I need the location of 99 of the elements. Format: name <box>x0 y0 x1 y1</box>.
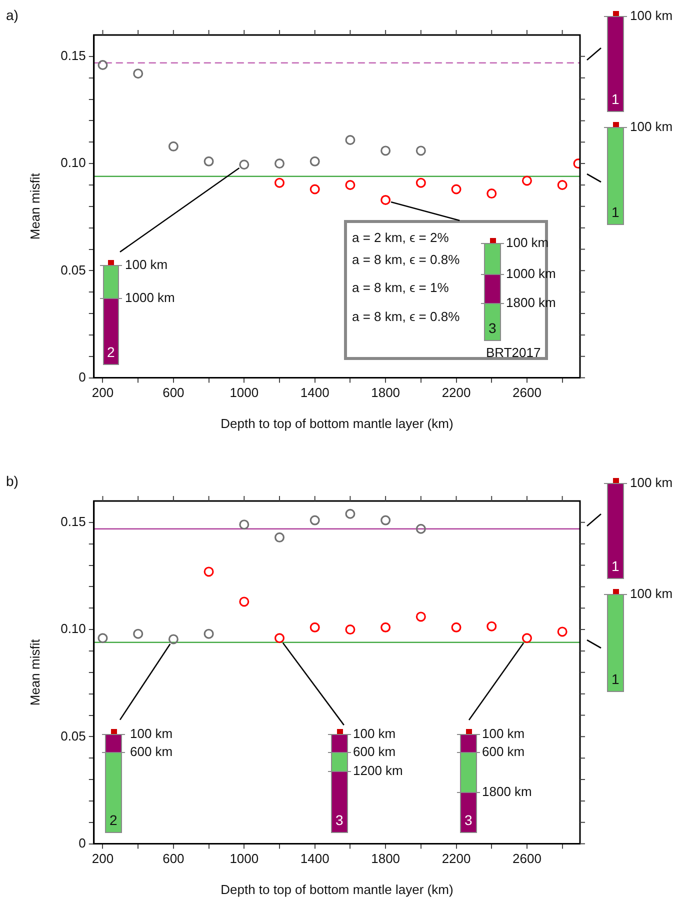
point <box>345 508 356 519</box>
y-tick-label: 0.15 <box>60 514 86 530</box>
point <box>345 180 356 190</box>
annotation: a = 2 km, ϵ = 2% <box>352 230 449 245</box>
annotation: 100 km <box>482 726 525 741</box>
point <box>345 624 356 635</box>
point <box>380 194 391 205</box>
x-axis-title: Depth to top of bottom mantle layer (km) <box>220 882 454 897</box>
point <box>416 146 426 156</box>
point <box>204 156 214 166</box>
annotation: a = 8 km, ϵ = 0.8% <box>352 309 460 324</box>
annotation: 3 <box>464 812 472 828</box>
point <box>133 68 144 79</box>
annotation: a = 8 km, ϵ = 0.8% <box>352 252 460 267</box>
point <box>380 146 391 156</box>
point <box>239 596 250 607</box>
y-tick-label: 0.15 <box>60 48 86 64</box>
annotation: 100 km <box>125 257 168 272</box>
x-tick-label: 600 <box>162 385 184 400</box>
x-tick-label: 1000 <box>230 851 259 866</box>
x-axis-title: Depth to top of bottom mantle layer (km) <box>220 416 454 431</box>
x-tick-label: 200 <box>92 851 114 866</box>
annotation: 100 km <box>353 726 396 741</box>
annotation: 100 km <box>506 235 549 250</box>
annotation: 1800 km <box>482 784 532 800</box>
y-tick-label: 0 <box>78 369 86 384</box>
annotation: 600 km <box>482 744 525 759</box>
text: 100 km <box>630 586 673 601</box>
point <box>380 622 391 632</box>
point <box>310 515 320 526</box>
text: 1 <box>612 558 620 574</box>
y-axis-title: Mean misfit <box>27 638 42 706</box>
point <box>310 184 320 194</box>
annotation: a = 8 km, ϵ = 1% <box>352 280 449 295</box>
point <box>274 532 285 542</box>
x-tick-label: 1800 <box>371 385 400 400</box>
point <box>274 178 285 188</box>
y-tick-label: 0.05 <box>60 262 86 278</box>
y-tick-label: 0.10 <box>60 155 86 170</box>
point <box>274 633 285 644</box>
annotation: 3 <box>336 812 344 828</box>
annotation: 100 km <box>130 726 173 741</box>
point <box>416 612 426 622</box>
x-tick-label: 1800 <box>371 851 400 866</box>
text: 1 <box>612 204 620 220</box>
annotation: 1800 km <box>506 294 556 310</box>
point <box>204 628 214 639</box>
point <box>416 178 426 188</box>
point <box>98 633 108 644</box>
point <box>168 141 178 152</box>
point <box>486 621 497 632</box>
point <box>133 628 144 639</box>
point <box>451 184 462 194</box>
annotation: 600 km <box>353 744 396 759</box>
annotation: 1000 km <box>125 290 175 305</box>
text: 1 <box>612 671 620 687</box>
annotation: 600 km <box>130 744 173 759</box>
annotation: 2 <box>110 812 118 828</box>
y-tick-label: 0 <box>78 835 86 850</box>
y-tick-label: 0.10 <box>60 621 86 636</box>
x-tick-label: 1000 <box>230 385 259 400</box>
x-tick-label: 200 <box>92 385 114 400</box>
point <box>486 188 497 199</box>
x-tick-label: 2600 <box>512 385 542 400</box>
x-tick-label: 1400 <box>300 385 330 400</box>
point <box>274 158 285 169</box>
text: 1 <box>612 91 620 107</box>
x-tick-label: 2200 <box>442 385 471 400</box>
point <box>168 634 178 644</box>
point <box>204 566 214 577</box>
point <box>557 180 568 190</box>
text: 100 km <box>630 8 673 23</box>
annotation: BRT2017 <box>486 345 541 360</box>
x-tick-label: 2600 <box>512 851 542 866</box>
x-tick-label: 1400 <box>300 851 330 866</box>
y-axis-title: Mean misfit <box>27 172 42 240</box>
point <box>522 633 532 644</box>
annotation: 2 <box>107 344 115 360</box>
chart-title: a) <box>6 7 18 23</box>
point <box>451 622 462 632</box>
point <box>239 160 250 170</box>
y-tick-label: 0.05 <box>60 728 86 744</box>
annotation: 3 <box>488 320 496 336</box>
chart-title: b) <box>6 473 18 489</box>
annotation: 1200 km <box>353 762 403 778</box>
point <box>522 176 532 186</box>
point <box>345 134 356 145</box>
point <box>98 60 108 70</box>
x-tick-label: 600 <box>162 851 184 866</box>
point <box>310 622 320 632</box>
point <box>557 626 568 637</box>
text: 100 km <box>630 475 673 490</box>
point <box>416 524 426 534</box>
point <box>310 156 320 166</box>
annotation: 1000 km <box>506 266 556 282</box>
point <box>239 520 250 530</box>
x-tick-label: 2200 <box>442 851 471 866</box>
point <box>380 515 391 526</box>
text: 100 km <box>630 119 673 134</box>
